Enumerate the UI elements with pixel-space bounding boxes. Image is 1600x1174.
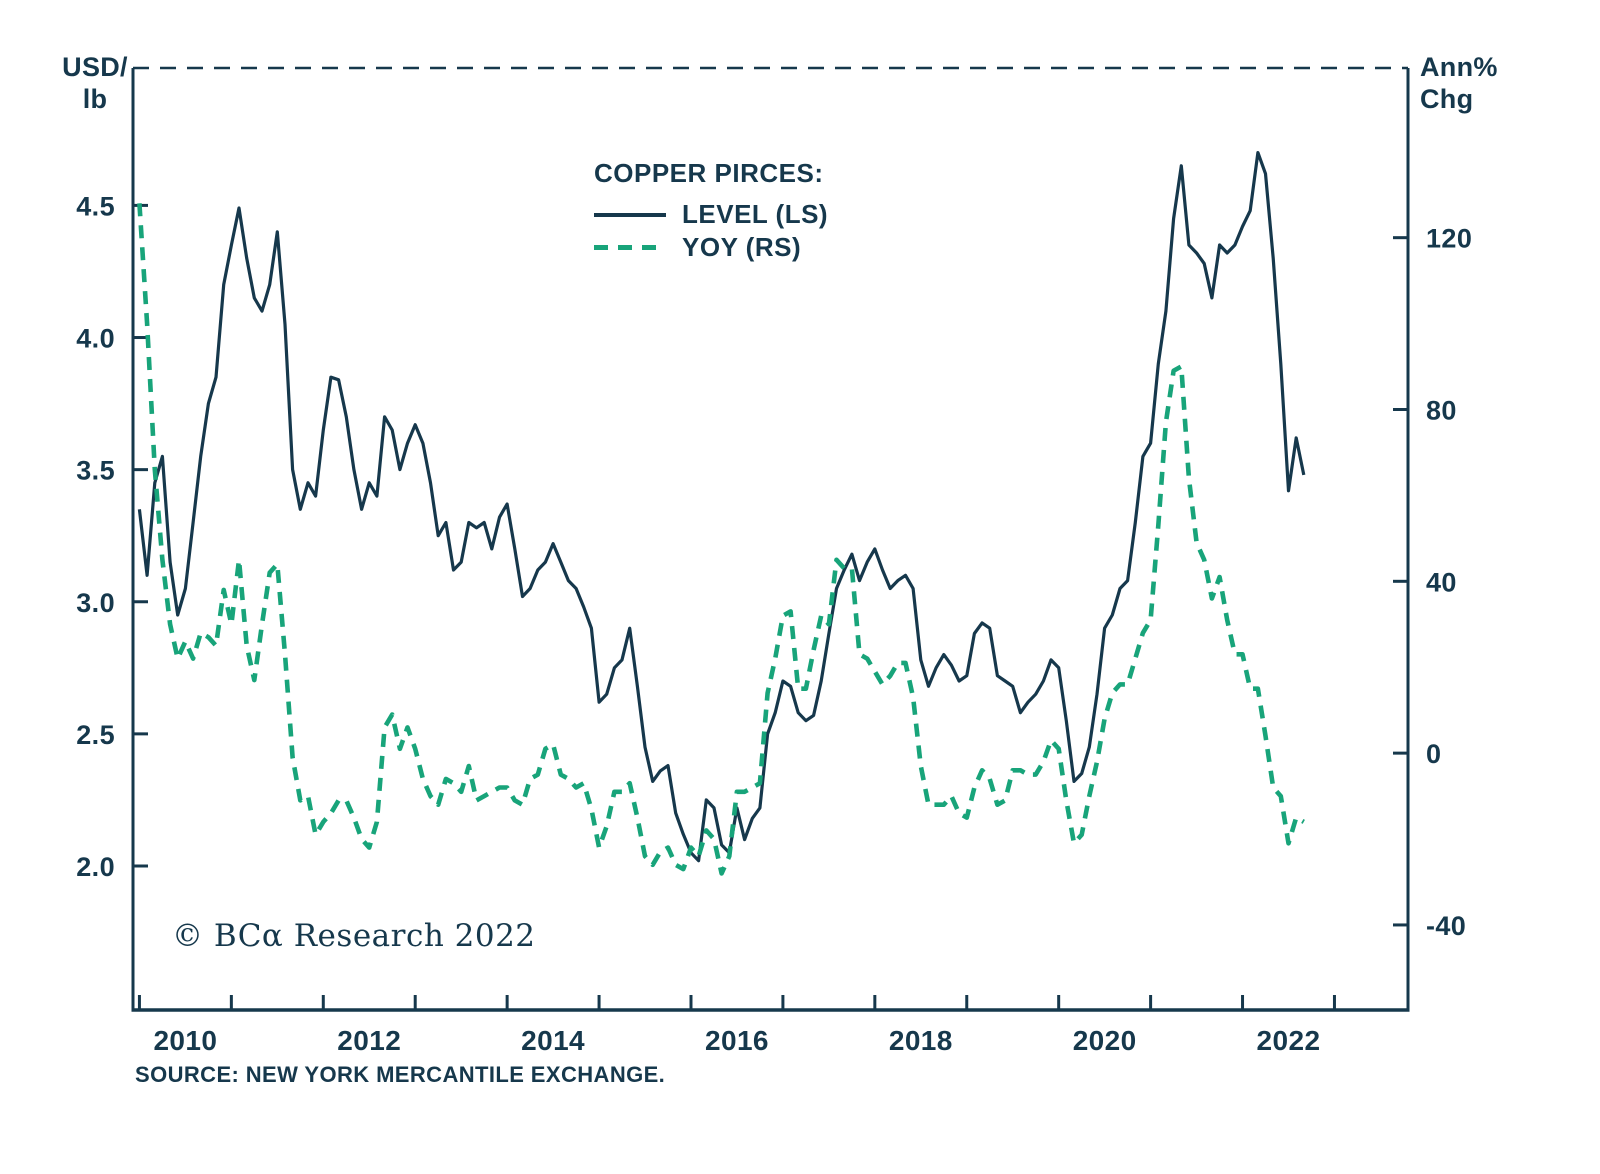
legend-title: COPPER PIRCES: <box>594 158 824 188</box>
x-axis: 2010 2012 2014 2016 2018 2020 2022 <box>137 995 1336 1056</box>
axis-tick-label: 120 <box>1426 224 1472 254</box>
axis-tick-label: 2020 <box>1073 1025 1137 1056</box>
yoy-line-sample <box>594 245 666 250</box>
axis-tick-label: 2016 <box>705 1025 769 1056</box>
right-axis-unit-line2: Chg <box>1420 83 1474 114</box>
axis-tick-label: 2014 <box>521 1025 585 1056</box>
axis-tick-label: 40 <box>1426 567 1457 597</box>
axis-tick-label: 2018 <box>889 1025 953 1056</box>
source-note: SOURCE: NEW YORK MERCANTILE EXCHANGE. <box>135 1062 666 1087</box>
axis-tick-label: 3.5 <box>76 456 115 486</box>
axis-tick-label: 2010 <box>153 1025 217 1056</box>
left-axis-unit-line1: USD/ <box>62 52 128 82</box>
left-axis: 4.5 4.0 3.5 3.0 2.5 2.0 <box>76 191 148 882</box>
right-axis: 120 80 40 0 -40 <box>1393 224 1472 941</box>
legend-item-yoy: YOY (RS) <box>594 231 828 264</box>
level-series-line <box>137 151 1306 863</box>
right-axis-unit: Ann% Chg <box>1420 52 1498 116</box>
axis-tick-label: 2.5 <box>76 720 115 750</box>
axis-tick-label: -40 <box>1426 911 1466 941</box>
left-axis-unit: USD/ lb <box>56 52 134 116</box>
copyright: © BCα Research 2022 <box>172 918 536 954</box>
left-axis-unit-line2: lb <box>82 83 108 114</box>
yoy-series-line <box>137 203 1305 876</box>
axis-tick-label: 80 <box>1426 395 1457 425</box>
axis-tick-label: 2022 <box>1257 1025 1321 1056</box>
axis-tick-label: 2012 <box>337 1025 401 1056</box>
plot-frame <box>131 66 1410 1012</box>
right-axis-unit-line1: Ann% <box>1420 52 1498 82</box>
axis-tick-label: 4.0 <box>76 324 115 354</box>
level-line-sample <box>594 212 666 217</box>
legend: COPPER PIRCES: LEVEL (LS) YOY (RS) <box>594 158 828 264</box>
axis-tick-label: 3.0 <box>76 588 115 618</box>
legend-label-yoy: YOY (RS) <box>682 232 802 262</box>
axis-tick-label: 2.0 <box>76 852 115 882</box>
axis-tick-label: 0 <box>1426 739 1441 769</box>
legend-label-level: LEVEL (LS) <box>682 199 829 229</box>
legend-item-level: LEVEL (LS) <box>594 198 828 231</box>
axis-tick-label: 4.5 <box>76 191 115 221</box>
